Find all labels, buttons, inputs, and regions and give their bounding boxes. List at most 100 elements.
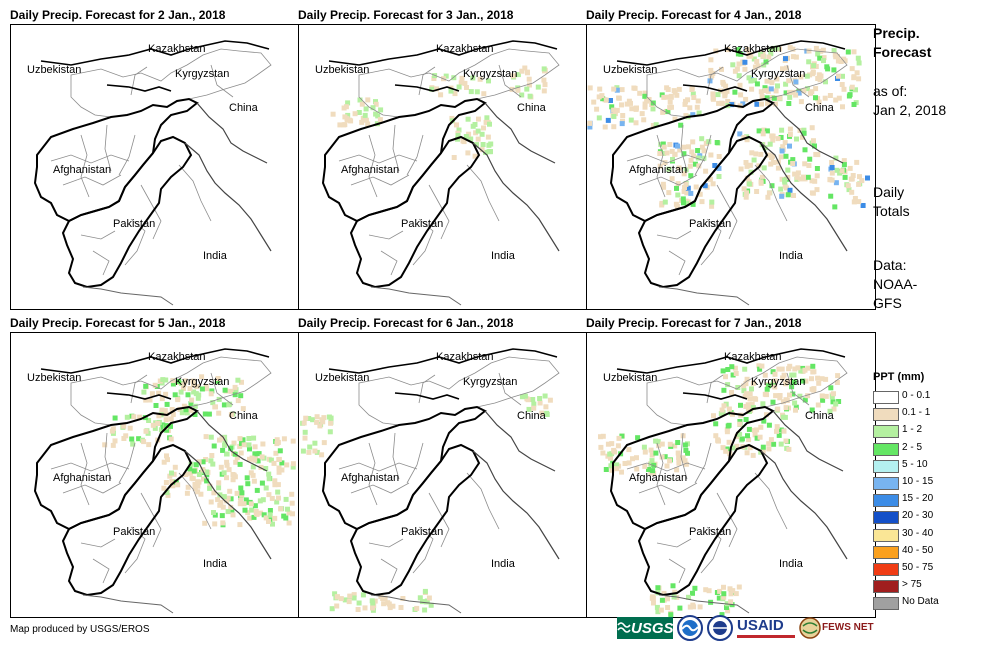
province-boundary (210, 64, 234, 98)
precip-cell (787, 132, 793, 137)
precip-cell (836, 73, 841, 79)
precip-cell (247, 446, 252, 452)
precip-cell (359, 101, 365, 107)
precip-cell (761, 127, 767, 133)
country-border (106, 392, 172, 400)
precip-cell (746, 426, 752, 432)
precip-cell (690, 602, 696, 608)
precip-cell (766, 422, 772, 428)
map-svg: Kazakhstan Uzbekistan Kyrgyzstan China Afgha… (27, 40, 272, 306)
precip-cell (649, 452, 655, 458)
country-outline (61, 135, 193, 289)
precip-cell (206, 411, 212, 417)
precip-cell (459, 75, 465, 81)
precip-cell (672, 589, 678, 595)
province-boundary (104, 432, 112, 480)
precip-cell (699, 199, 705, 205)
precip-cell (749, 150, 755, 156)
precip-cell (129, 436, 135, 442)
precip-cell (833, 401, 839, 407)
precip-cell (176, 378, 182, 384)
precip-cell (737, 82, 743, 88)
precip-cell (342, 597, 348, 603)
precip-cell (744, 47, 750, 53)
data-line-2: NOAA- (873, 276, 918, 292)
precip-cell (641, 444, 647, 450)
precip-cell (201, 476, 206, 482)
precip-cell (631, 85, 637, 91)
precip-cell (745, 433, 750, 439)
precip-cell (819, 376, 825, 382)
precip-cell (260, 497, 266, 503)
precip-cell (695, 155, 701, 161)
precip-cell (600, 96, 606, 102)
precip-cell (535, 84, 541, 90)
country-border (616, 348, 846, 374)
precip-cell (196, 459, 202, 465)
precip-cell (714, 140, 720, 145)
precip-cell (261, 512, 267, 518)
precip-cell (684, 190, 690, 196)
precip-cell (608, 463, 614, 469)
precip-cell (772, 101, 778, 107)
precip-cell (221, 402, 227, 408)
precip-cell (438, 92, 444, 98)
precip-cell (655, 609, 661, 615)
precip-cell (207, 485, 213, 491)
map-frame: Kazakhstan Uzbekistan Kyrgyzstan China Afgha… (586, 24, 876, 310)
precip-cell (776, 432, 782, 438)
precip-cell (710, 181, 716, 187)
precip-cell (743, 194, 749, 200)
country-border (484, 102, 556, 164)
precip-cell (666, 166, 672, 172)
coastline (370, 594, 462, 614)
precip-cell (175, 482, 181, 488)
precip-cell (615, 443, 621, 449)
precip-cell (742, 66, 748, 72)
precip-cell (386, 601, 392, 607)
precip-cell (839, 168, 845, 174)
precip-cell (725, 423, 731, 429)
precip-cell (760, 53, 766, 59)
precip-cell (729, 364, 735, 370)
province-boundary (380, 558, 398, 584)
precip-cell (524, 69, 530, 75)
precip-cell (137, 414, 143, 420)
legend-label: 0 - 0.1 (902, 390, 931, 401)
precip-cell (193, 462, 199, 468)
precip-cell (611, 124, 617, 130)
legend-label: No Data (902, 596, 939, 608)
precip-cell (812, 143, 817, 149)
precip-cell (232, 392, 238, 398)
precip-cell (587, 124, 593, 130)
precip-cell (235, 398, 241, 404)
precip-cell (696, 110, 702, 116)
precip-cell (475, 128, 481, 134)
precip-cell (770, 160, 776, 165)
precip-cell (742, 393, 748, 399)
country-label-china: China (805, 102, 835, 114)
precip-cell (479, 131, 485, 137)
precip-cell (422, 588, 428, 594)
precip-cell (774, 424, 780, 430)
country-label-china: China (805, 410, 835, 422)
precip-cell (735, 51, 741, 57)
precip-cell (675, 450, 681, 456)
precip-cell (611, 86, 617, 92)
country-border (40, 40, 270, 66)
precip-cell (171, 471, 177, 477)
precip-cell (464, 85, 469, 90)
country-label-india: India (491, 250, 516, 262)
logo-strip: USGS USAID FEWS NET (617, 614, 874, 644)
precip-cell (771, 95, 777, 101)
precip-cell (526, 76, 532, 82)
precip-cell (343, 104, 349, 110)
precip-cell (476, 116, 481, 122)
precip-cell (653, 450, 659, 456)
precip-cell (456, 84, 462, 90)
precip-cell (156, 390, 162, 396)
precip-cell (685, 450, 690, 456)
precip-cell (711, 413, 716, 419)
precip-cell (170, 412, 176, 417)
usaid-stripe (737, 635, 795, 638)
